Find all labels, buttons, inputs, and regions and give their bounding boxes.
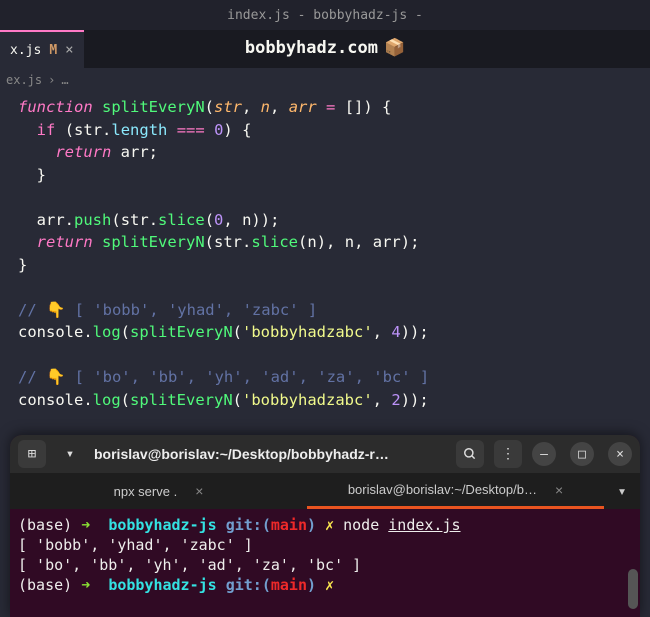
prompt-gitclose: )	[307, 516, 316, 534]
cmd-node: node	[343, 516, 379, 534]
op-assign: =	[326, 98, 335, 116]
param-n: n	[261, 98, 270, 116]
prompt-branch2: main	[271, 576, 307, 594]
terminal-tab-shell[interactable]: borislav@borislav:~/Desktop/b… ×	[307, 473, 604, 509]
ident-console: console	[18, 323, 83, 341]
fn-call2: splitEveryN	[130, 391, 233, 409]
search-button[interactable]	[456, 440, 484, 468]
prompt-dir: bobbyhadz-js	[108, 516, 216, 534]
tab-close-icon[interactable]: ×	[65, 42, 73, 58]
prompt-base: (base)	[18, 516, 72, 534]
fn-call1: splitEveryN	[130, 323, 233, 341]
minimize-button[interactable]: –	[532, 442, 556, 466]
prompt-dirty: ✗	[325, 516, 334, 534]
keyword-if: if	[37, 121, 56, 139]
terminal-title: borislav@borislav:~/Desktop/bobbyhadz-r…	[94, 446, 446, 462]
ident-arr: arr	[121, 143, 149, 161]
window-title: index.js - bobbyhadz-js -	[227, 8, 423, 23]
method-log2: log	[93, 391, 121, 409]
cube-icon: 📦	[384, 38, 405, 58]
op-eq: ===	[177, 121, 205, 139]
num-4: 4	[391, 323, 400, 341]
terminal-header: ⊞ ▾ borislav@borislav:~/Desktop/bobbyhad…	[10, 435, 640, 473]
terminal-panel: ⊞ ▾ borislav@borislav:~/Desktop/bobbyhad…	[10, 435, 640, 617]
ident-str: str	[121, 211, 149, 229]
param-str: str	[214, 98, 242, 116]
comment-1: // 👇️ [ 'bobb', 'yhad', 'zabc' ]	[18, 301, 317, 319]
ident-arr2: arr	[37, 211, 65, 229]
new-tab-button[interactable]: ⊞	[18, 440, 46, 468]
str-arg2: 'bobbyhadzabc'	[242, 391, 373, 409]
term-tab-dropdown-icon[interactable]: ▾	[604, 473, 640, 509]
cmd-arg: index.js	[388, 516, 460, 534]
prop-length: length	[111, 121, 167, 139]
dropdown-icon[interactable]: ▾	[56, 440, 84, 468]
default-arr: []	[345, 98, 364, 116]
code-editor[interactable]: function splitEveryN(str, n, arr = []) {…	[0, 92, 650, 415]
breadcrumb[interactable]: ex.js › …	[0, 68, 650, 92]
ident-arr3: arr	[373, 233, 401, 251]
output-line-1: [ 'bobb', 'yhad', 'zabc' ]	[18, 536, 253, 554]
method-push: push	[74, 211, 111, 229]
terminal-tab-serve[interactable]: npx serve . ×	[10, 473, 307, 509]
prompt-base2: (base)	[18, 576, 72, 594]
watermark: bobbyhadz.com 📦	[245, 38, 405, 58]
term-tab-close-icon[interactable]: ×	[195, 483, 203, 499]
editor-tab-indexjs[interactable]: x.js M ×	[0, 30, 84, 68]
output-line-2: [ 'bo', 'bb', 'yh', 'ad', 'za', 'bc' ]	[18, 556, 361, 574]
close-button[interactable]: ×	[608, 442, 632, 466]
function-name: splitEveryN	[102, 98, 205, 116]
num-2: 2	[391, 391, 400, 409]
maximize-button[interactable]: □	[570, 442, 594, 466]
breadcrumb-file: ex.js	[6, 73, 42, 87]
term-tab-close-icon2[interactable]: ×	[555, 482, 563, 498]
prompt-dirty2: ✗	[325, 576, 334, 594]
tab-filename: x.js	[10, 43, 41, 58]
term-tab-label2: borislav@borislav:~/Desktop/b…	[348, 482, 537, 497]
prompt-branch: main	[271, 516, 307, 534]
ident-str2: str	[214, 233, 242, 251]
window-controls: – □ ×	[532, 442, 632, 466]
terminal-scrollbar[interactable]	[628, 509, 638, 613]
str-arg1: 'bobbyhadzabc'	[242, 323, 373, 341]
ident-console2: console	[18, 391, 83, 409]
prompt-arrow2: ➜	[81, 576, 90, 594]
prompt-git: git:(	[226, 516, 271, 534]
breadcrumb-more: …	[61, 73, 68, 87]
method-slice: slice	[158, 211, 205, 229]
menu-button[interactable]: ⋮	[494, 440, 522, 468]
num-zero2: 0	[214, 211, 223, 229]
method-slice2: slice	[251, 233, 298, 251]
terminal-tabs: npx serve . × borislav@borislav:~/Deskto…	[10, 473, 640, 509]
tab-modified-indicator: M	[49, 43, 57, 58]
comment-2: // 👇️ [ 'bo', 'bb', 'yh', 'ad', 'za', 'b…	[18, 368, 429, 386]
method-log: log	[93, 323, 121, 341]
watermark-text: bobbyhadz.com	[245, 38, 378, 58]
prompt-git2: git:(	[226, 576, 271, 594]
keyword-return2: return	[37, 233, 93, 251]
num-zero: 0	[214, 121, 223, 139]
fn-recurse: splitEveryN	[102, 233, 205, 251]
prompt-dir2: bobbyhadz-js	[108, 576, 216, 594]
scrollbar-thumb[interactable]	[628, 569, 638, 609]
breadcrumb-sep: ›	[48, 73, 55, 87]
terminal-body[interactable]: (base) ➜ bobbyhadz-js git:(main) ✗ node …	[10, 509, 640, 601]
prompt-arrow: ➜	[81, 516, 90, 534]
window-titlebar: index.js - bobbyhadz-js -	[0, 0, 650, 30]
prompt-gitclose2: )	[307, 576, 316, 594]
term-tab-label: npx serve .	[114, 484, 178, 499]
param-arr: arr	[289, 98, 317, 116]
keyword-return: return	[55, 143, 111, 161]
ident-n2: n	[307, 233, 316, 251]
editor-tabs: x.js M × bobbyhadz.com 📦	[0, 30, 650, 68]
keyword-function: function	[18, 98, 93, 116]
ident-n: n	[242, 211, 251, 229]
